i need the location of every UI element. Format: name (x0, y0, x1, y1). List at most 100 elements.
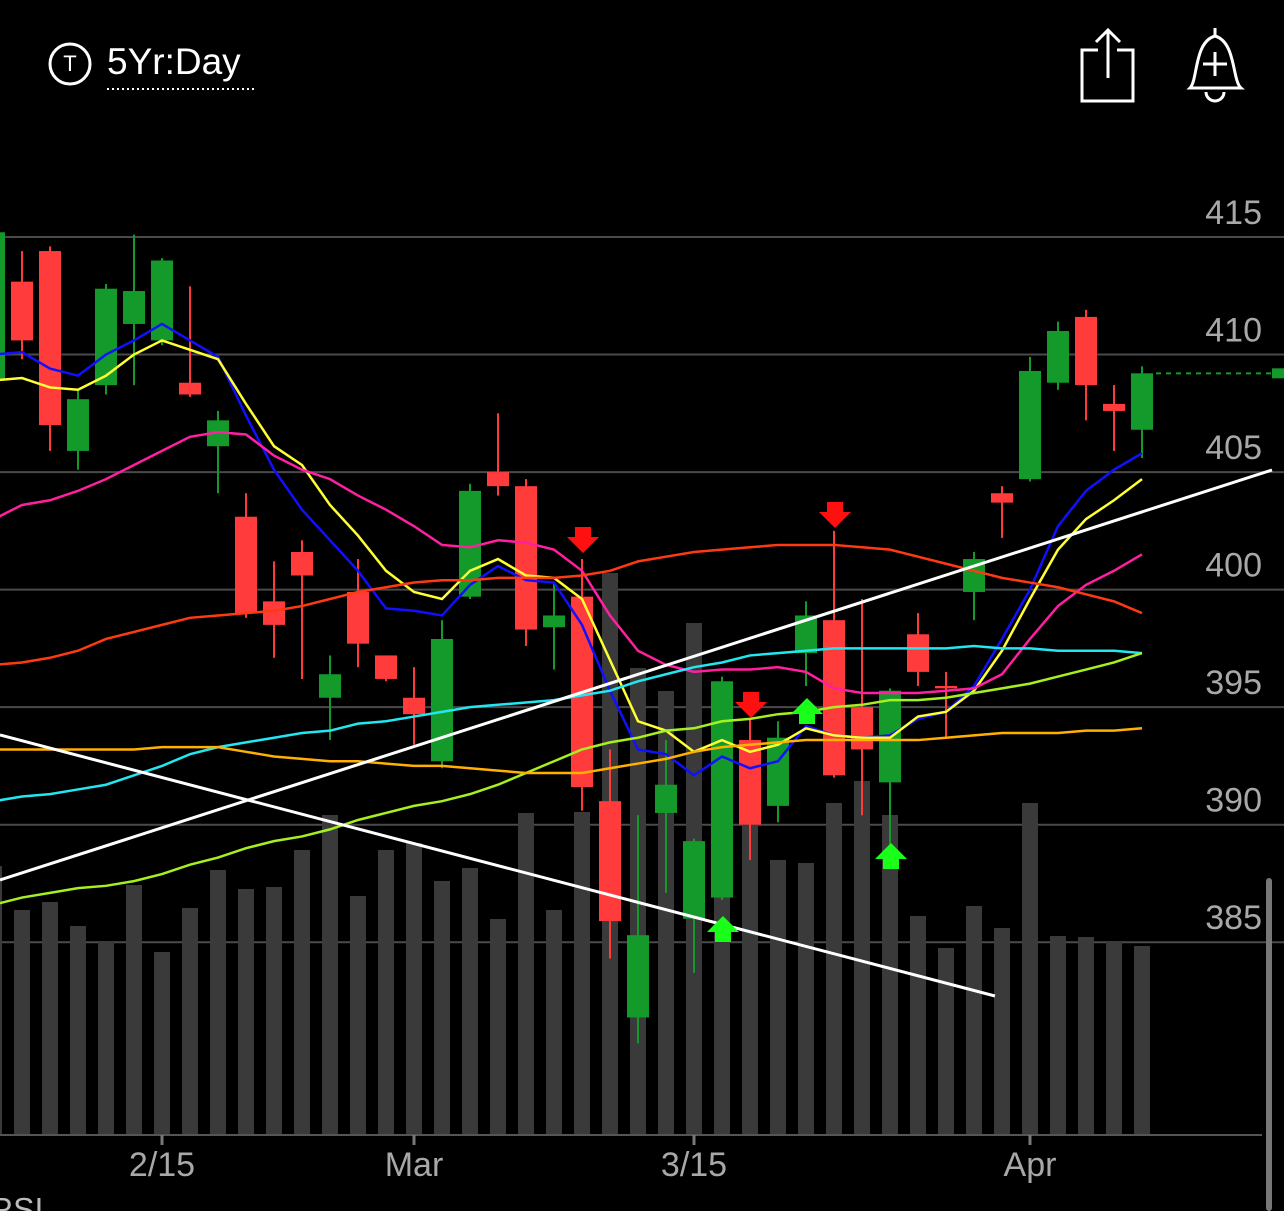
volume-bar (0, 866, 2, 1135)
candle-body (851, 707, 873, 750)
candle-body (1131, 373, 1153, 430)
candle-body (543, 615, 565, 628)
volume-bar (854, 781, 870, 1135)
bell-plus (1203, 52, 1227, 76)
candle-body (991, 493, 1013, 503)
candle-body (599, 801, 621, 922)
volume-bar (1134, 946, 1150, 1135)
ma-line (0, 651, 1143, 905)
volume-bar (154, 952, 170, 1135)
volume-bar (1022, 803, 1038, 1135)
candle-body (67, 399, 89, 451)
sell-arrow (567, 527, 599, 553)
candle-body (739, 740, 761, 825)
candle-body (95, 288, 117, 386)
candle-body (263, 601, 285, 625)
candle-body (1075, 316, 1097, 386)
y-tick-label: 405 (1205, 429, 1262, 467)
volume-bar (322, 815, 338, 1135)
header: T 5Yr:Day (48, 27, 1245, 103)
volume-bar (266, 887, 282, 1135)
bell-clapper (1204, 91, 1226, 103)
volume-bar (770, 860, 786, 1135)
ma-line (0, 727, 1143, 775)
buy-arrow (875, 843, 907, 869)
volume-bar (126, 885, 142, 1135)
share-button[interactable] (1080, 27, 1135, 103)
candle-body (627, 935, 649, 1018)
y-tick-label: 395 (1205, 664, 1262, 702)
candle-body (347, 591, 369, 644)
y-tick-label: 415 (1205, 194, 1262, 232)
volume-bar (98, 941, 114, 1135)
y-tick-label: 400 (1205, 547, 1262, 585)
x-tick-label: Apr (1004, 1146, 1057, 1184)
candle-body (459, 490, 481, 597)
volume-bar (826, 803, 842, 1135)
volume-bar (490, 919, 506, 1135)
volume-bar (70, 926, 86, 1135)
volume-bar (574, 812, 590, 1135)
signals (567, 502, 907, 942)
scrollbar[interactable] (1266, 878, 1272, 1211)
candle-body (683, 841, 705, 919)
candle-body (515, 486, 537, 630)
volume-bar (238, 889, 254, 1135)
candle-body (123, 291, 145, 324)
volume-bar (966, 906, 982, 1135)
volume-bar (210, 870, 226, 1135)
candles (0, 232, 1153, 1044)
volume-bar (1050, 936, 1066, 1135)
share-box (1080, 48, 1135, 103)
trend-line (0, 733, 996, 998)
ma-line (0, 430, 1143, 695)
candle-body (1019, 370, 1041, 480)
x-tick-label: 2/15 (129, 1146, 195, 1184)
share-arrow (1094, 27, 1122, 78)
candle-body (431, 638, 453, 762)
x-axis: 2/15 Mar 3/15 Apr (0, 1134, 1262, 1184)
volume-bar (294, 850, 310, 1135)
candle-body (11, 281, 33, 341)
candle-body (179, 382, 201, 395)
candle-body (655, 784, 677, 813)
candle-body (1103, 403, 1125, 411)
volume-bar (462, 868, 478, 1135)
lower-panel-title: RSI (0, 1191, 43, 1211)
volume-bar (350, 896, 366, 1135)
trend-line (0, 468, 1273, 882)
y-tick-label: 390 (1205, 782, 1262, 820)
candle-body (235, 516, 257, 614)
volume-bar (378, 850, 394, 1135)
candle-body (711, 681, 733, 898)
ticker-icon[interactable] (48, 42, 92, 86)
trend-lines (0, 468, 1273, 998)
volume-bar (546, 910, 562, 1135)
volume-bar (798, 863, 814, 1135)
volume-bar (742, 795, 758, 1135)
buy-arrow (707, 916, 739, 942)
volume-bar (1078, 937, 1094, 1135)
candle-body (907, 634, 929, 672)
volume-bars (0, 573, 1150, 1135)
candle-body (823, 620, 845, 776)
y-tick-label: 410 (1205, 312, 1262, 350)
bell (1186, 28, 1245, 90)
sell-arrow (819, 502, 851, 528)
buy-arrow (791, 698, 823, 724)
candle-body (487, 472, 509, 487)
period-selector[interactable]: 5Yr:Day (107, 41, 241, 82)
volume-bar (406, 843, 422, 1135)
sell-arrow (735, 692, 767, 718)
candle-body (1047, 331, 1069, 383)
last-price-marker (1272, 368, 1284, 379)
volume-bar (182, 908, 198, 1135)
volume-bar (14, 910, 30, 1135)
volume-bar (1106, 941, 1122, 1135)
candle-body (935, 685, 957, 689)
candle-body (375, 655, 397, 679)
candle-body (0, 232, 5, 381)
alert-button[interactable] (1186, 28, 1245, 103)
